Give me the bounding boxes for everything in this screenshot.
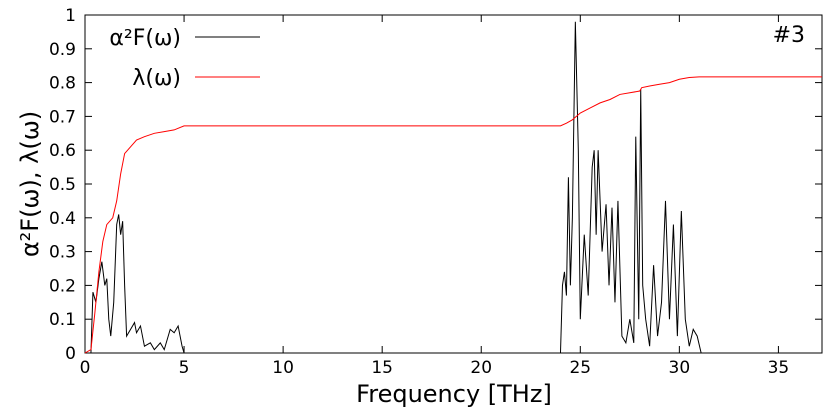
x-axis-label: Frequency [THz]	[356, 380, 552, 408]
x-tick-label: 15	[371, 358, 393, 378]
series-line	[85, 21, 822, 354]
y-tick-label: 0.9	[49, 40, 76, 60]
y-tick-label: 0.8	[49, 74, 76, 94]
y-tick-label: 1	[65, 6, 76, 26]
x-tick-label: 25	[569, 358, 591, 378]
y-tick-label: 0.2	[49, 276, 76, 296]
plot-frame	[84, 14, 823, 354]
x-tick-label: 5	[179, 358, 190, 378]
series-line	[84, 76, 822, 354]
x-tick-label: 35	[768, 358, 790, 378]
y-axis-label: α²F(ω), λ(ω)	[16, 111, 44, 257]
y-tick-label: 0.1	[49, 310, 76, 330]
legend-label: λ(ω)	[132, 66, 181, 91]
x-tick-label: 0	[80, 358, 91, 378]
x-tick-label: 20	[470, 358, 492, 378]
legend-label: α²F(ω)	[109, 26, 181, 51]
x-tick-label: 30	[669, 358, 691, 378]
y-tick-label: 0.7	[49, 107, 76, 127]
y-tick-label: 0	[65, 344, 76, 364]
annotation: #3	[773, 23, 805, 48]
y-tick-label: 0.4	[49, 209, 76, 229]
y-tick-label: 0.5	[49, 175, 76, 195]
y-tick-label: 0.6	[49, 141, 76, 161]
x-tick-label: 10	[272, 358, 294, 378]
y-tick-label: 0.3	[49, 243, 76, 263]
